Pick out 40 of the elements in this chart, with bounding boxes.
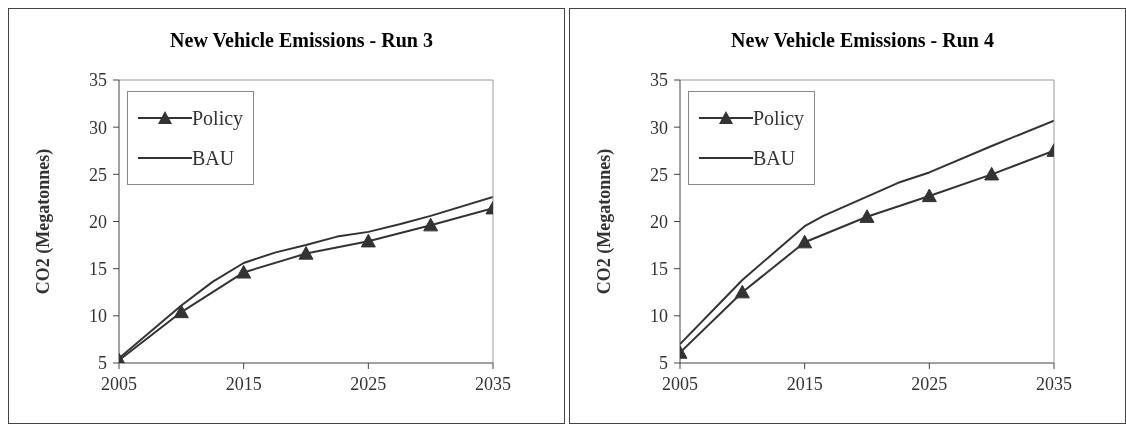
- y-tick-label: 25: [89, 164, 107, 185]
- point: [797, 234, 813, 249]
- x-tick-label: 2025: [350, 373, 387, 394]
- point: [236, 264, 252, 279]
- point: [921, 188, 937, 203]
- y-tick-label: 35: [650, 70, 668, 91]
- y-tick-label: 5: [98, 353, 107, 374]
- point: [298, 246, 314, 260]
- x-tick-label: 2025: [911, 373, 948, 394]
- point: [984, 166, 1000, 181]
- y-axis-title: CO2 (Megatonnes): [594, 148, 616, 295]
- y-tick-label: 20: [650, 211, 668, 232]
- chart-title: New Vehicle Emissions - Run 4: [730, 29, 995, 52]
- point: [360, 233, 376, 248]
- y-tick-label: 5: [659, 353, 668, 374]
- x-tick-label: 2015: [225, 373, 262, 394]
- x-tick-label: 2005: [101, 373, 137, 394]
- legend-label: BAU: [192, 146, 235, 170]
- point: [734, 284, 750, 299]
- y-tick-label: 30: [650, 117, 668, 138]
- legend-label: Policy: [753, 106, 805, 130]
- y-tick-label: 10: [89, 306, 107, 327]
- x-tick-label: 2035: [475, 373, 511, 394]
- point: [173, 304, 189, 319]
- x-tick-label: 2015: [786, 373, 823, 394]
- y-tick-label: 35: [89, 70, 107, 91]
- y-tick-label: 15: [650, 259, 668, 280]
- y-tick-label: 15: [89, 259, 107, 280]
- y-tick-label: 25: [650, 164, 668, 185]
- y-axis-title: CO2 (Megatonnes): [33, 148, 55, 295]
- x-tick-label: 2035: [1036, 373, 1072, 394]
- point: [859, 209, 875, 223]
- point: [423, 217, 439, 232]
- y-tick-label: 30: [89, 117, 107, 138]
- y-tick-label: 20: [89, 211, 107, 232]
- y-tick-label: 10: [650, 306, 668, 327]
- chart-title: New Vehicle Emissions - Run 3: [169, 29, 434, 52]
- x-tick-label: 2005: [662, 373, 698, 394]
- legend-label: BAU: [753, 146, 796, 170]
- legend-label: Policy: [192, 106, 244, 130]
